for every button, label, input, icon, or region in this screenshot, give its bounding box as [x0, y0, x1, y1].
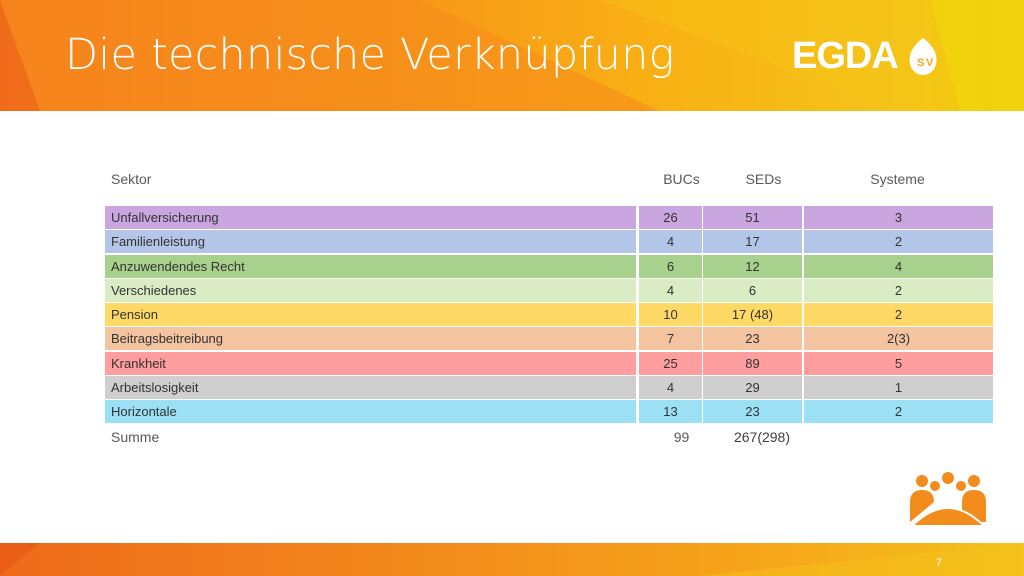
summary-seds: 267(298)	[733, 428, 791, 445]
cell-seds: 51	[702, 206, 802, 229]
cell-seds: 89	[702, 351, 802, 375]
table-row: Beitragsbeitreibung 7 23 2(3)	[105, 327, 993, 352]
cell-systeme: 2(3)	[802, 327, 993, 351]
cell-seds: 17 (48)	[702, 303, 802, 327]
cell-systeme: 2	[802, 278, 993, 302]
cell-sektor: Verschiedenes	[105, 278, 636, 302]
column-header-bucs: BUCs	[663, 171, 700, 187]
cell-systeme: 4	[802, 254, 993, 278]
table-row: Unfallversicherung 26 51 3	[105, 206, 993, 230]
cell-seds: 6	[702, 278, 802, 302]
cell-seds: 17	[702, 230, 802, 254]
cell-seds: 29	[702, 376, 802, 400]
cell-sektor: Horizontale	[105, 400, 636, 424]
cell-bucs: 4	[638, 278, 702, 302]
cell-bucs: 4	[638, 376, 702, 400]
cell-sektor: Familienleistung	[105, 230, 636, 254]
cell-bucs: 25	[638, 351, 702, 375]
cell-seds: 12	[702, 254, 802, 278]
column-header-sektor: Sektor	[111, 171, 152, 187]
table-row: Anzuwendendes Recht 6 12 4	[105, 254, 993, 279]
summary-row: Summe 99 267(298)	[105, 425, 993, 451]
cell-systeme: 2	[802, 230, 993, 254]
cell-sektor: Beitragsbeitreibung	[105, 327, 636, 351]
footer-decoration	[0, 543, 1024, 576]
cell-sektor: Pension	[105, 303, 636, 327]
cell-systeme: 3	[802, 206, 993, 229]
summary-label: Summe	[111, 428, 160, 445]
table-row: Krankheit 25 89 5	[105, 351, 993, 376]
page-title: Die technische Verknüpfung	[65, 30, 675, 80]
cell-sektor: Unfallversicherung	[105, 206, 636, 229]
people-group-icon	[909, 472, 987, 527]
table-header-row: Sektor BUCs SEDs Systeme	[105, 163, 993, 195]
table-row: Pension 10 17 (48) 2	[105, 303, 993, 328]
logo-mark-letter-v: V	[926, 57, 934, 69]
cell-systeme: 2	[802, 303, 993, 327]
sector-table: Sektor BUCs SEDs Systeme Unfallversicher…	[105, 163, 993, 451]
summary-bucs: 99	[673, 428, 690, 445]
column-header-seds: SEDs	[745, 171, 782, 187]
cell-sektor: Krankheit	[105, 351, 636, 375]
cell-systeme: 1	[802, 376, 993, 400]
cell-sektor: Arbeitslosigkeit	[105, 376, 636, 400]
cell-bucs: 10	[638, 303, 702, 327]
header-decoration	[0, 0, 1024, 111]
cell-bucs: 26	[638, 206, 702, 229]
footer-band: 7	[0, 543, 1024, 576]
column-header-systeme: Systeme	[870, 171, 925, 187]
page-number: 7	[935, 557, 942, 569]
cell-seds: 23	[702, 327, 802, 351]
cell-bucs: 4	[638, 230, 702, 254]
cell-seds: 23	[702, 400, 802, 424]
egda-logo: EGDA S V	[792, 34, 940, 78]
cell-bucs: 7	[638, 327, 702, 351]
cell-systeme: 5	[802, 351, 993, 375]
table-row: Verschiedenes 4 6 2	[105, 278, 993, 303]
cell-systeme: 2	[802, 400, 993, 424]
table-row: Arbeitslosigkeit 4 29 1	[105, 376, 993, 401]
logo-text: EGDA	[792, 34, 899, 77]
cell-bucs: 6	[638, 254, 702, 278]
table-row: Horizontale 13 23 2	[105, 400, 993, 425]
cell-bucs: 13	[638, 400, 702, 424]
sv-leaf-icon: S V	[909, 38, 937, 75]
cell-sektor: Anzuwendendes Recht	[105, 254, 636, 278]
header-band: Die technische Verknüpfung EGDA S V	[0, 0, 1024, 111]
logo-mark-letter-s: S	[917, 57, 924, 69]
table-row: Familienleistung 4 17 2	[105, 230, 993, 255]
